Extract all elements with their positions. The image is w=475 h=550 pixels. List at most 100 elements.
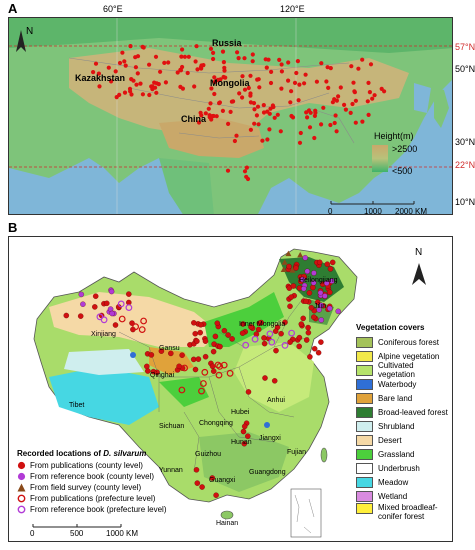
occurrence-mark (195, 356, 202, 362)
occurrence-mark (132, 323, 139, 331)
meadow-zone (49, 367, 159, 425)
occurrence-point (93, 61, 99, 66)
occurrence-point (242, 87, 248, 92)
occurrence-mark (214, 361, 222, 369)
terrain-map-a: N Height(m) >2500 <500 0 1000 2000 KM (9, 18, 452, 215)
occurrence-point (254, 113, 259, 118)
occurrence-mark (168, 350, 174, 357)
occurrence-mark (104, 300, 110, 307)
occurrence-point (226, 121, 231, 126)
occurrence-mark (256, 320, 263, 326)
occurrence-point (242, 169, 248, 174)
occurrence-mark (318, 317, 325, 323)
occurrence-mark (140, 317, 148, 325)
occurrence-point (206, 106, 211, 111)
occurrence-mark (281, 341, 289, 349)
height-legend: Height(m) >2500 <500 (372, 131, 417, 176)
occurrence-point (366, 80, 371, 85)
label-china: China (181, 114, 207, 124)
occurrence-mark (108, 288, 115, 295)
label-heilongjiang: Heilongjiang (299, 277, 338, 284)
occurrence-point (319, 61, 324, 66)
occurrence-mark (251, 335, 259, 343)
occurrence-point (250, 59, 255, 64)
occurrence-mark (226, 369, 234, 377)
vegetation-swatch (356, 503, 373, 514)
occurrence-mark (148, 352, 155, 358)
occurrence-point (193, 59, 198, 64)
vegetation-label: Cultivated vegetation (378, 361, 415, 379)
occurrence-point (372, 93, 377, 98)
occurrence-mark (335, 308, 341, 315)
occurrence-mark (158, 348, 165, 354)
occurrence-mark (303, 337, 310, 343)
occurrence-point (182, 54, 187, 59)
triangle-symbol-icon (17, 483, 26, 492)
occurrence-point (240, 95, 245, 100)
occurrence-point (166, 60, 171, 65)
occurrence-point (154, 90, 159, 95)
occurrence-point (366, 112, 371, 117)
vegetation-legend-item: Waterbody (356, 377, 416, 391)
occurrence-point (122, 90, 128, 95)
occurrence-point (257, 85, 262, 90)
occurrence-mark (77, 313, 84, 319)
occurrence-mark (118, 315, 126, 323)
vegetation-legend-item: Meadow (356, 475, 408, 489)
occurrence-point (265, 137, 270, 142)
occurrence-point (129, 77, 134, 82)
occurrence-mark (240, 428, 247, 435)
occurrence-mark (193, 467, 200, 473)
occurrence-point (214, 114, 219, 119)
occurrence-point (240, 74, 245, 79)
sea-of-japan (414, 83, 431, 113)
label-jiangxi: Jiangxi (259, 435, 281, 442)
occurrence-mark (315, 349, 322, 356)
right-tick-30n: 30°N (455, 137, 475, 147)
occurrence-point (279, 69, 284, 74)
occurrence-point (351, 80, 356, 85)
occurrence-mark (241, 423, 248, 430)
vegetation-swatch (356, 420, 373, 432)
occurrence-mark (314, 299, 321, 305)
occurrence-mark (63, 312, 70, 319)
occurrence-mark (281, 259, 288, 265)
occurrence-mark (209, 475, 216, 481)
occurrence-point (266, 57, 271, 62)
occurrence-point (158, 69, 163, 74)
occurrence-point (305, 115, 310, 120)
occurrence-mark (125, 304, 133, 311)
occurrence-mark (117, 300, 125, 308)
occurrence-mark (306, 290, 313, 296)
occurrence-point (208, 46, 214, 51)
scale-a-2000: 2000 KM (395, 207, 427, 215)
occurrence-point (303, 72, 308, 77)
label-fujian: Fujian (287, 449, 307, 456)
occurrence-point (192, 84, 197, 89)
occurrence-point (217, 101, 222, 106)
province-borders (118, 296, 310, 473)
occurrence-point (208, 101, 213, 106)
occurrence-mark (327, 266, 334, 272)
occurrence-mark (242, 341, 250, 349)
right-tick-22n: 22°N (455, 160, 475, 170)
occurrence-mark (329, 259, 336, 266)
vegetation-swatch (356, 476, 373, 488)
records-legend-item: From reference book (prefecture level) (17, 504, 167, 515)
vegetation-swatch (356, 378, 373, 390)
occurrence-mark (308, 304, 315, 311)
occurrence-mark (245, 433, 251, 439)
occurrence-mark (303, 298, 309, 305)
occurrence-point (140, 44, 145, 49)
occurrence-point (236, 56, 241, 61)
occurrence-mark (191, 320, 197, 326)
vegetation-swatch (356, 490, 373, 502)
vegetation-label: Mixed broadleaf-conifer forest (378, 503, 438, 521)
occurrence-point (360, 57, 365, 62)
occurrence-mark (282, 319, 288, 326)
occurrence-point (379, 86, 384, 91)
occurrence-mark (318, 339, 324, 345)
occurrence-point (350, 101, 355, 107)
occurrence-mark (202, 353, 209, 360)
occurrence-point (296, 98, 301, 103)
